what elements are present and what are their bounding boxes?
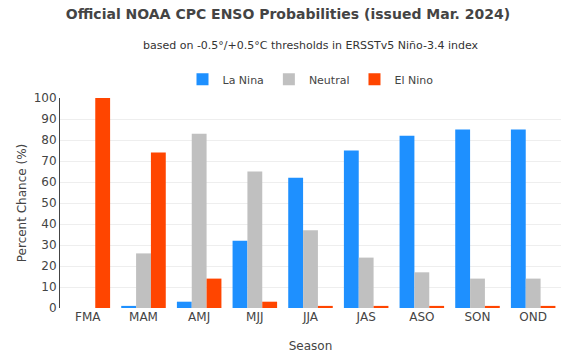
- svg-text:20: 20: [41, 259, 56, 273]
- svg-text:FMA: FMA: [75, 310, 101, 324]
- svg-text:Percent Chance (%): Percent Chance (%): [15, 144, 29, 262]
- svg-text:AMJ: AMJ: [188, 310, 210, 324]
- svg-text:Official NOAA CPC ENSO Probabi: Official NOAA CPC ENSO Probabilities (is…: [66, 6, 510, 22]
- svg-text:40: 40: [41, 217, 56, 231]
- svg-text:SON: SON: [464, 310, 490, 324]
- svg-text:0: 0: [49, 301, 57, 315]
- svg-text:Season: Season: [289, 339, 333, 353]
- svg-text:ASO: ASO: [409, 310, 434, 324]
- svg-text:OND: OND: [519, 310, 547, 324]
- svg-text:50: 50: [41, 196, 56, 210]
- svg-text:100: 100: [34, 91, 57, 105]
- svg-text:30: 30: [41, 238, 56, 252]
- svg-text:MAM: MAM: [129, 310, 158, 324]
- svg-text:Neutral: Neutral: [309, 74, 350, 87]
- svg-text:based on -0.5°/+0.5°C threshol: based on -0.5°/+0.5°C thresholds in ERSS…: [143, 39, 479, 52]
- svg-text:60: 60: [41, 175, 56, 189]
- svg-text:90: 90: [41, 112, 56, 126]
- svg-text:La Nina: La Nina: [223, 74, 264, 87]
- svg-text:70: 70: [41, 154, 56, 168]
- svg-text:80: 80: [41, 133, 56, 147]
- svg-text:10: 10: [41, 280, 56, 294]
- svg-text:MJJ: MJJ: [246, 310, 263, 324]
- svg-text:JAS: JAS: [356, 310, 376, 324]
- svg-text:JJA: JJA: [302, 310, 319, 324]
- svg-text:El Nino: El Nino: [394, 74, 433, 87]
